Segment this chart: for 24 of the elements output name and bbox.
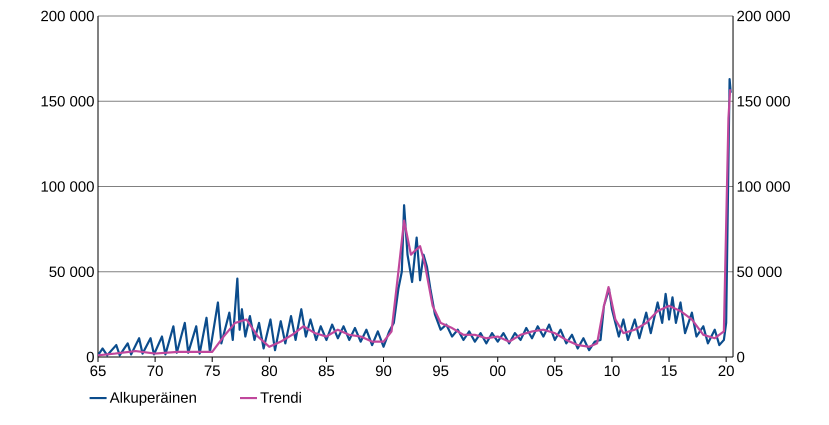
x-tick-label: 80 bbox=[262, 366, 278, 376]
x-tick-label: 75 bbox=[204, 366, 220, 376]
y2-tick-label: 200 000 bbox=[737, 10, 790, 22]
x-tick-label: 85 bbox=[318, 366, 334, 376]
x-tick-label: 05 bbox=[547, 366, 563, 376]
x-tick-label: 00 bbox=[490, 366, 506, 376]
y2-tick-label: 50 000 bbox=[737, 266, 782, 278]
x-tick-label: 15 bbox=[662, 366, 677, 376]
x-tick-label: 70 bbox=[148, 366, 163, 376]
x-tick-label: 65 bbox=[90, 366, 106, 376]
legend-label: Trendi bbox=[260, 392, 301, 403]
y-tick-label: 200 000 bbox=[41, 10, 94, 22]
x-tick-label: 10 bbox=[604, 366, 620, 376]
legend-label: Alkuperäinen bbox=[110, 392, 196, 406]
y-tick-label: 50 000 bbox=[49, 266, 94, 278]
y2-tick-label: 150 000 bbox=[738, 96, 790, 107]
y-tick-label: 100 000 bbox=[42, 181, 94, 192]
x-tick-label: 95 bbox=[433, 366, 448, 376]
x-tick-label: 20 bbox=[718, 366, 734, 376]
y-tick-label: 0 bbox=[86, 352, 94, 362]
y-tick-label: 150 000 bbox=[42, 96, 94, 107]
x-tick-label: 90 bbox=[376, 366, 392, 376]
y2-tick-label: 0 bbox=[737, 352, 744, 362]
y2-tick-label: 100 000 bbox=[738, 181, 790, 192]
